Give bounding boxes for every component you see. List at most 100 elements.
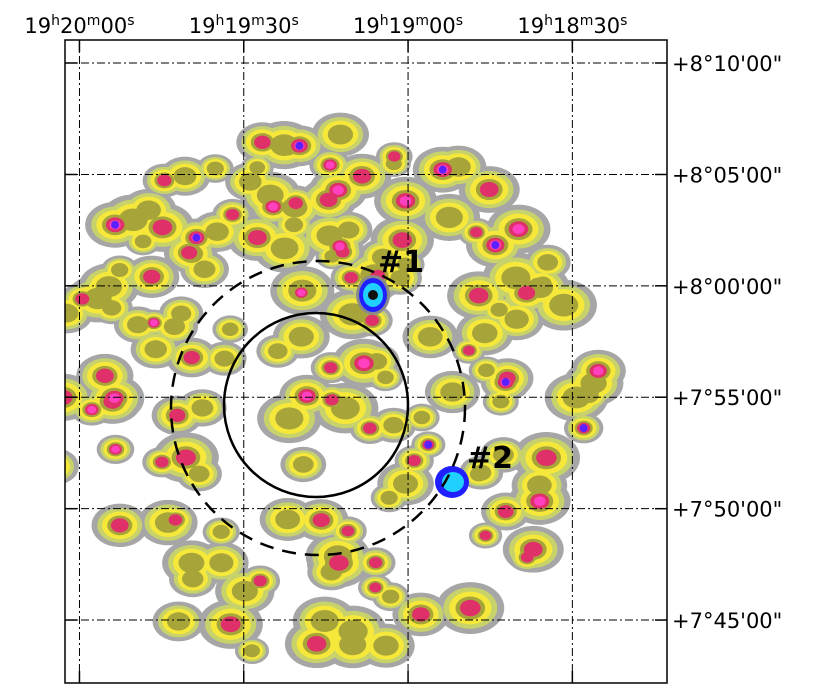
map-blob	[365, 314, 379, 327]
map-blob	[392, 232, 412, 248]
map-blob	[288, 197, 304, 210]
map-blob	[275, 407, 304, 430]
map-blob	[163, 318, 186, 335]
map-blob	[319, 192, 338, 208]
map-blob	[267, 343, 288, 359]
map-blob	[256, 184, 284, 206]
map-blob	[182, 570, 204, 588]
map-blob	[297, 289, 306, 297]
map-blob	[214, 350, 235, 367]
map-blob	[325, 394, 339, 406]
map-blob	[270, 237, 299, 260]
map-blob	[383, 416, 404, 434]
map-blob	[254, 135, 271, 150]
map-blob	[369, 582, 382, 593]
map-blob	[301, 391, 313, 401]
map-blob	[166, 612, 191, 631]
map-blob	[188, 465, 210, 483]
map-blob	[169, 408, 186, 422]
map-blob	[206, 161, 224, 176]
map-peak	[501, 378, 510, 387]
map-blob	[209, 553, 234, 573]
map-blob	[87, 405, 97, 414]
map-blob	[338, 303, 367, 326]
map-blob	[490, 302, 508, 317]
map-blob	[143, 269, 161, 284]
map-blob	[470, 227, 483, 238]
map-blob	[440, 382, 465, 402]
map-blob	[65, 457, 71, 476]
map-peak	[438, 165, 447, 174]
map-blob	[323, 362, 338, 374]
map-blob	[155, 456, 169, 468]
map-blob	[338, 221, 360, 239]
map-blob	[523, 541, 543, 557]
map-blob	[417, 327, 443, 347]
map-blob	[492, 394, 510, 409]
solid-circle	[222, 311, 410, 499]
map-blob	[562, 386, 591, 409]
map-blob	[373, 635, 399, 656]
map-blob	[111, 263, 129, 278]
map-blob	[435, 206, 463, 229]
map-blob	[268, 202, 279, 211]
x-tick-label: 19h20m00s	[24, 13, 134, 38]
map-peak	[111, 220, 120, 229]
map-blob	[168, 514, 183, 526]
map-blob	[380, 490, 398, 505]
map-blob	[469, 287, 489, 304]
map-blob	[381, 589, 400, 604]
map-blob	[111, 445, 120, 453]
map-blob	[253, 575, 267, 587]
map-blob	[239, 172, 262, 191]
map-blob	[212, 524, 230, 539]
map-blob	[65, 463, 66, 470]
map-blob	[310, 610, 339, 633]
map-blob	[592, 366, 604, 376]
map-blob	[134, 234, 152, 249]
map-blob	[363, 422, 377, 434]
map-blob	[275, 509, 301, 530]
map-blob	[501, 266, 531, 290]
map-blob	[479, 181, 499, 198]
map-blob	[118, 208, 148, 232]
map-blob	[479, 530, 492, 541]
map-blob	[127, 316, 149, 334]
map-blob	[459, 599, 481, 617]
map-blob	[344, 272, 359, 284]
map-blob	[504, 309, 529, 329]
map-blob	[249, 161, 266, 174]
map-blob	[399, 195, 412, 206]
map-blob	[173, 167, 197, 186]
map-blob	[329, 554, 349, 571]
map-peak	[491, 241, 500, 250]
map-blob	[549, 293, 579, 317]
map-blob	[157, 174, 172, 187]
map-blob	[393, 473, 419, 494]
map-peak	[295, 141, 304, 150]
map-blob	[462, 345, 475, 356]
map-blob	[471, 464, 492, 481]
map-blob	[243, 644, 261, 658]
map-blob	[149, 319, 158, 327]
map-blob	[248, 230, 267, 246]
map-blob	[377, 370, 394, 385]
map-blob	[411, 607, 430, 622]
source-1-peak	[368, 290, 378, 300]
map-blob	[225, 209, 240, 221]
y-tick-label: +7°45'00"	[672, 609, 782, 633]
map-blob	[181, 246, 198, 260]
map-blob	[517, 285, 536, 300]
map-peak	[192, 233, 201, 242]
map-blob	[396, 257, 415, 272]
map-peak	[579, 424, 588, 433]
map-blob	[388, 151, 401, 162]
map-blob	[193, 260, 216, 278]
map-blob	[537, 254, 559, 271]
y-tick-label: +7°55'00"	[672, 386, 782, 410]
map-blob	[183, 350, 200, 365]
map-blob	[330, 396, 360, 420]
grid	[65, 40, 667, 683]
map-blob	[497, 505, 514, 518]
map-blob	[536, 449, 557, 466]
